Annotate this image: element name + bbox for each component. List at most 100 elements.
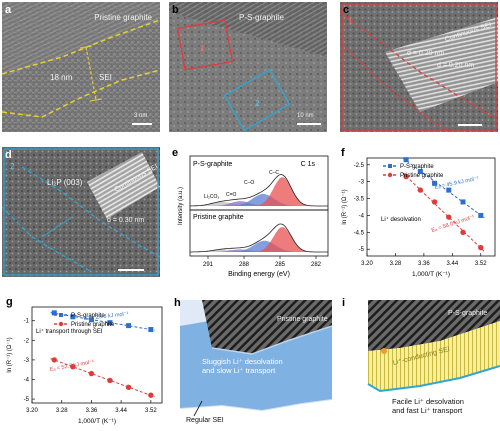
y-tick-label: -3 — [359, 180, 365, 186]
peak-label-co-single: C–O — [244, 180, 254, 186]
arrhenius-chart-g: 3.20 3.28 3.36 3.44 3.52 -1 -2 -3 -4 -5 P-S-graphi… — [7, 306, 163, 425]
y-tick-label: -4.5 — [354, 230, 365, 236]
x-tick-label: 3.44 — [115, 408, 127, 414]
panel-d: d 2 Li₂P (003) Continuous SEI d = 0.30 n… — [2, 147, 160, 277]
xps-envelope — [190, 223, 328, 253]
fit-line-1 — [50, 358, 155, 398]
scale-bar — [458, 124, 482, 126]
schematic-h — [179, 300, 332, 429]
fit-line-0 — [402, 157, 485, 219]
scale-label: 10 nm — [297, 113, 314, 119]
panel-f: f 3.20 3.28 3.36 3.44 3.52 -2.5 -3 -3.5 -4 -4.5 -5… — [337, 146, 500, 281]
data-point — [460, 199, 466, 205]
data-point — [88, 317, 94, 323]
tem-image-b — [169, 2, 327, 132]
legend-label: Pristine graphite — [71, 322, 115, 328]
lattice-spacing: d = 0.30 nm — [107, 217, 145, 224]
y-axis-label: ln (R⁻¹) (Ω⁻¹) — [7, 337, 13, 372]
xps-peak-3 — [190, 227, 328, 252]
data-point — [125, 384, 132, 391]
data-point — [148, 392, 154, 398]
panel-label-b: b — [172, 4, 179, 16]
region-box-1 — [176, 19, 234, 71]
panel-e: e 291 288 285 282 P-S-graphite C 1s Pristin… — [168, 146, 333, 281]
panel-label-c: c — [343, 4, 350, 16]
x-tick-label: 3.44 — [446, 261, 458, 267]
panel-g: g 3.20 3.28 3.36 3.44 3.52 -1 -2 -3 -4 -5 P-S-grap… — [2, 295, 167, 430]
schematic-i — [348, 300, 500, 429]
panel-label-a: a — [5, 4, 12, 16]
data-point — [126, 323, 132, 329]
data-point — [403, 157, 409, 163]
boundary-line — [340, 11, 498, 121]
legend-label: Pristine graphite — [400, 173, 444, 179]
y-tick-label: -5 — [359, 247, 365, 253]
x-axis-label: 1,000/T (K⁻¹) — [412, 271, 450, 278]
tem-image-d — [2, 147, 160, 277]
data-point — [107, 377, 113, 384]
mechanism-line-1: Sluggish Li⁺ desolvation — [202, 357, 283, 366]
x-tick-label: 3.28 — [56, 408, 68, 414]
x-tick-label: 3.52 — [145, 408, 157, 414]
arrhenius-chart-f: 3.20 3.28 3.36 3.44 3.52 -2.5 -3 -3.5 -4 -4.5 -5 P-… — [342, 157, 496, 278]
material-label: P-S-graphite — [448, 310, 488, 317]
xps-chart: 291 288 285 282 P-S-graphite C 1s Pristine … — [178, 155, 329, 278]
data-point — [51, 357, 57, 363]
data-point — [432, 180, 438, 186]
xps-xlabel: Binding energy (eV) — [228, 271, 290, 278]
mechanism-text: Sluggish Li⁺ desolvation and slow Li⁺ tr… — [202, 357, 283, 375]
fit-line-1 — [402, 172, 485, 252]
lattice-spacing-2: d = 0.20 nm — [437, 62, 475, 69]
region-box-2 — [223, 68, 291, 132]
y-tick-label: -2.5 — [354, 163, 365, 169]
data-point — [446, 214, 452, 220]
box-number: 2 — [10, 162, 15, 171]
xps-top-title-right: C 1s — [301, 161, 316, 168]
y-axis-label: ln (R⁻¹) (Ω⁻¹) — [342, 189, 348, 224]
region-box-1-label: 1 — [200, 44, 205, 53]
panel-a: a Pristine graphite 18 nm SEI 3 nm — [2, 2, 160, 132]
y-tick-label: -4 — [359, 213, 365, 219]
x-tick-label: 282 — [311, 262, 322, 268]
x-tick-label: 291 — [203, 262, 214, 268]
sei-thickness-label: 18 nm — [50, 73, 73, 82]
y-tick-label: -3.5 — [354, 197, 365, 203]
xps-peak-1 — [190, 201, 328, 206]
panel-b-title: P-S-graphite — [239, 13, 284, 22]
tem-image-a — [2, 2, 160, 132]
x-tick-label: 3.20 — [361, 261, 373, 267]
xps-peak-3 — [190, 177, 328, 206]
process-annotation: Li⁺ desolvation — [381, 216, 421, 223]
data-point — [70, 314, 76, 320]
data-point — [51, 310, 57, 316]
region-box-2-label: 2 — [255, 99, 260, 108]
box-number: 1 — [348, 17, 353, 26]
x-tick-label: 3.36 — [86, 408, 98, 414]
data-point — [417, 169, 423, 175]
panel-h: h Pristine graphite Sluggish Li⁺ desolva… — [172, 296, 332, 429]
peak-label-co-double: C=O — [226, 192, 237, 198]
x-tick-label: 3.28 — [390, 261, 402, 267]
panel-label-f: f — [341, 147, 345, 159]
data-point — [403, 173, 409, 180]
x-tick-label: 288 — [239, 262, 250, 268]
data-point — [478, 244, 484, 251]
x-tick-label: 3.36 — [418, 261, 430, 267]
plot-frame — [31, 306, 163, 404]
xps-top-title: P-S-graphite — [193, 161, 232, 168]
sei-boundary-bottom — [2, 69, 160, 118]
plot-frame — [366, 157, 496, 257]
x-tick-label: 3.52 — [475, 261, 487, 267]
scale-bar — [132, 123, 152, 125]
panel-b: b P-S-graphite 1 2 10 nm — [169, 2, 327, 132]
data-point — [431, 199, 438, 205]
xps-envelope — [189, 174, 328, 207]
mechanism-line-2: and slow Li⁺ transport — [202, 365, 276, 375]
legend-label: P-S-graphite — [400, 164, 434, 170]
lattice-spacing-1: d = 0.20 nm — [407, 50, 445, 57]
xps-peak-2 — [190, 240, 328, 252]
peak-label-li2co3: Li₂CO₃ — [204, 194, 219, 200]
panel-label-e: e — [172, 147, 179, 159]
y-tick-label: -5 — [24, 397, 30, 403]
xps-peak-0 — [190, 249, 328, 252]
